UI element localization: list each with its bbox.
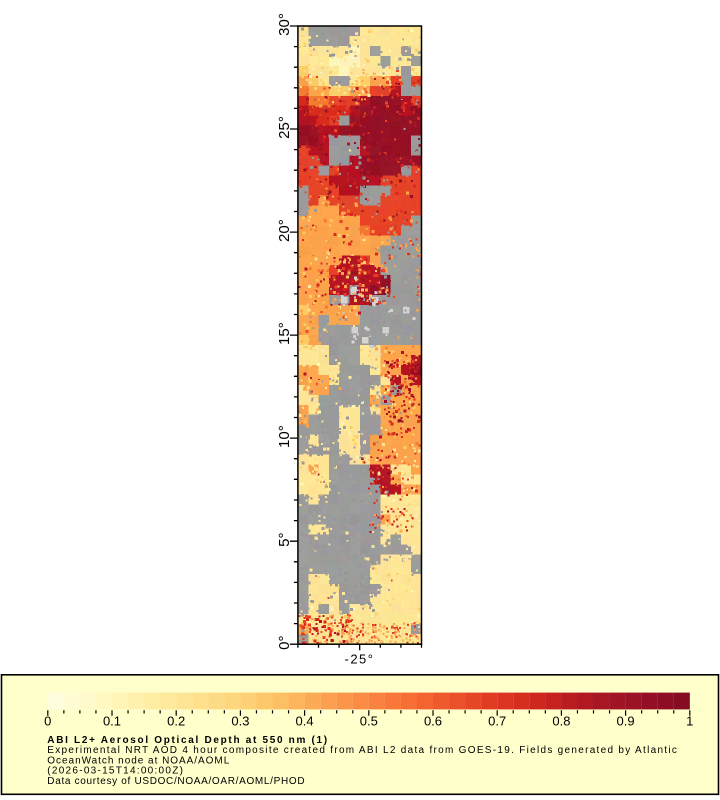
svg-text:ABI L2+ Aerosol Optical Depth: ABI L2+ Aerosol Optical Depth at 550 nm … (47, 735, 329, 746)
svg-text:0.4: 0.4 (296, 714, 314, 729)
svg-text:15°: 15° (276, 322, 293, 345)
svg-text:0.7: 0.7 (488, 714, 506, 729)
svg-text:5°: 5° (276, 533, 293, 547)
svg-text:(2026-03-15T14:00:00Z): (2026-03-15T14:00:00Z) (47, 766, 184, 777)
svg-text:OceanWatch node at NOAA/AOML: OceanWatch node at NOAA/AOML (47, 755, 230, 766)
svg-text:0.6: 0.6 (424, 714, 442, 729)
svg-text:20°: 20° (276, 219, 293, 242)
svg-text:0: 0 (44, 714, 51, 729)
svg-text:1: 1 (686, 714, 693, 729)
svg-text:Experimental NRT AOD 4 hour co: Experimental NRT AOD 4 hour composite cr… (47, 745, 678, 756)
svg-text:30°: 30° (276, 13, 293, 36)
svg-text:10°: 10° (276, 425, 293, 448)
svg-text:0.8: 0.8 (552, 714, 570, 729)
svg-text:Data courtesy of USDOC/NOAA/OA: Data courtesy of USDOC/NOAA/OAR/AOML/PHO… (47, 776, 305, 787)
svg-text:-25°: -25° (345, 652, 375, 667)
svg-text:0.5: 0.5 (360, 714, 378, 729)
svg-text:0.2: 0.2 (167, 714, 185, 729)
svg-text:0.1: 0.1 (103, 714, 121, 729)
svg-text:0.9: 0.9 (617, 714, 635, 729)
svg-text:0°: 0° (276, 636, 293, 650)
svg-text:0.3: 0.3 (231, 714, 249, 729)
svg-text:25°: 25° (276, 116, 293, 139)
